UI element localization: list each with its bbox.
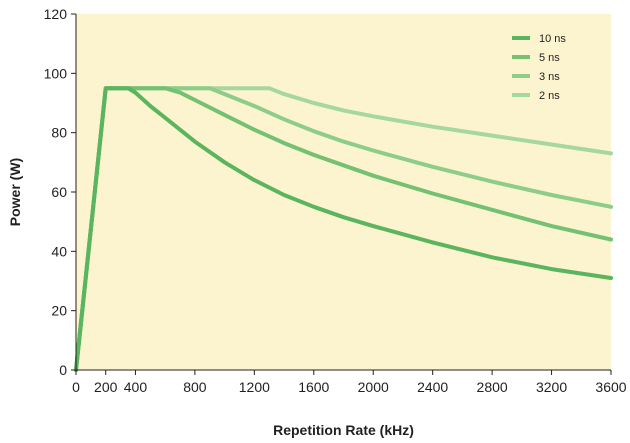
x-tick-label: 2800 (477, 379, 508, 395)
x-tick-label: 400 (124, 379, 148, 395)
y-axis-label: Power (W) (7, 158, 23, 226)
legend-label: 5 ns (539, 52, 560, 64)
axes: 0 200 400 800 1200 1600 2000 2400 2800 3200 3600 0 2… (44, 6, 627, 395)
series-line-10-ns (74, 86, 613, 372)
y-tick-label: 0 (59, 362, 67, 378)
legend: 10 ns 5 ns 3 ns 2 ns (512, 33, 566, 102)
x-tick-label: 0 (72, 379, 80, 395)
legend-label: 10 ns (539, 33, 566, 45)
y-tick-label: 120 (44, 6, 68, 22)
series-layer (74, 86, 613, 372)
legend-label: 3 ns (539, 71, 560, 83)
x-tick-label: 200 (94, 379, 118, 395)
x-tick-label: 1600 (298, 379, 329, 395)
x-tick-label: 1200 (239, 379, 270, 395)
x-axis-label: Repetition Rate (kHz) (273, 422, 414, 438)
y-tick-label: 40 (51, 243, 67, 259)
x-tick-label: 800 (183, 379, 207, 395)
x-tick-label: 3200 (536, 379, 567, 395)
y-tick-label: 100 (44, 65, 68, 81)
x-tick-label: 3600 (595, 379, 626, 395)
y-tick-label: 80 (51, 125, 67, 141)
series-line-5-ns (74, 86, 613, 372)
y-tick-label: 20 (51, 303, 67, 319)
x-tick-label: 2400 (417, 379, 448, 395)
x-tick-label: 2000 (358, 379, 389, 395)
legend-label: 2 ns (539, 90, 560, 102)
series-line-3-ns (74, 86, 613, 372)
plot-area (76, 14, 611, 370)
y-tick-label: 60 (51, 184, 67, 200)
